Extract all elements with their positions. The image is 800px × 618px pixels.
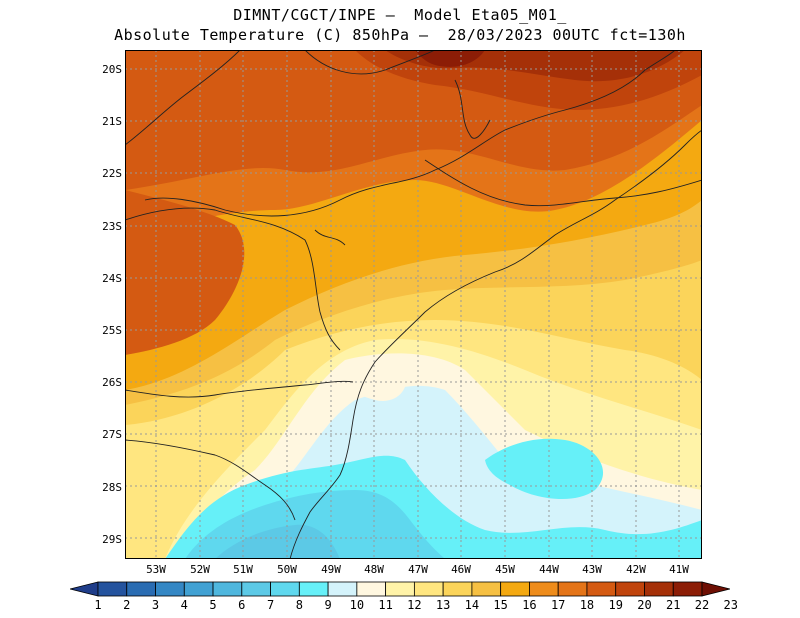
colorbar-cell — [356, 581, 387, 597]
state-border-rs-sc — [125, 439, 296, 521]
bay-detail — [454, 79, 491, 139]
lon-label: 46W — [451, 563, 471, 576]
map-title-line-1: DIMNT/CGCT/INPE – Model Eta05_M01_ — [233, 6, 567, 24]
lon-label: 52W — [190, 563, 210, 576]
colorbar-cell — [385, 581, 415, 597]
colorbar-label: 16 — [522, 598, 537, 612]
colorbar-label: 10 — [349, 598, 365, 612]
lon-label: 47W — [408, 563, 428, 576]
lat-label: 24S — [102, 272, 122, 285]
lon-label: 50W — [277, 563, 297, 576]
colorbar-label: 11 — [378, 598, 393, 612]
lon-label: 51W — [233, 563, 253, 576]
coastline — [289, 129, 702, 559]
colorbar-cell — [413, 581, 444, 597]
colorbar-label: 2 — [123, 598, 131, 612]
colorbar-cell — [557, 581, 588, 597]
state-border-sc-pr — [125, 380, 354, 398]
lon-label: 41W — [669, 563, 689, 576]
colorbar-cell — [672, 581, 703, 597]
lat-label: 22S — [102, 167, 122, 180]
colorbar-cell — [529, 581, 559, 597]
colorbar-cell — [126, 581, 156, 597]
lat-label: 20S — [102, 63, 122, 76]
colorbar-cell — [241, 581, 271, 597]
colorbar-label: 22 — [694, 598, 710, 612]
boundaries — [125, 50, 702, 559]
colorbar-cell — [212, 581, 243, 597]
colorbar-label: 5 — [209, 598, 217, 612]
colorbar-label: 4 — [180, 598, 188, 612]
colorbar-cell — [500, 581, 530, 597]
colorbar-label: 3 — [151, 598, 160, 612]
field-band-7 — [215, 524, 340, 559]
colorbar-label: 20 — [637, 598, 652, 612]
colorbar-label: 13 — [435, 598, 451, 612]
colorbar-label: 9 — [324, 598, 332, 612]
colorbar-cell — [327, 581, 358, 597]
lon-label: 42W — [626, 563, 646, 576]
lat-label: 27S — [102, 428, 122, 441]
field-band-9-east — [485, 438, 604, 500]
field-band-22 — [415, 50, 485, 67]
state-border-go-mg — [304, 50, 436, 75]
colorbar-cell — [97, 581, 128, 597]
colorbar-label: 21 — [666, 598, 681, 612]
lon-label: 49W — [321, 563, 341, 576]
colorbar-label: 8 — [295, 598, 303, 612]
lat-label: 29S — [102, 533, 122, 546]
lat-label: 23S — [102, 220, 122, 233]
map-title-line-2: Absolute Temperature (C) 850hPa – 28/03/… — [114, 26, 686, 44]
lon-label: 45W — [495, 563, 515, 576]
state-border-sp-mg — [144, 50, 676, 217]
colorbar-label: 17 — [550, 598, 566, 612]
colorbar-cell — [586, 581, 617, 597]
map-frame — [125, 50, 702, 559]
state-border-mg-rj — [424, 159, 702, 207]
lon-label: 48W — [364, 563, 384, 576]
colorbar-cell — [644, 581, 674, 597]
colorbar-cell-high — [701, 581, 730, 597]
state-border-ms-pr — [125, 50, 241, 146]
graticule — [125, 50, 702, 559]
colorbar-label: 12 — [407, 598, 422, 612]
colorbar-label: 23 — [723, 598, 738, 612]
colorbar-label: 1 — [94, 598, 102, 612]
colorbar-cell — [270, 581, 300, 597]
field-band-19-west — [125, 190, 245, 355]
temperature-map — [125, 50, 702, 559]
lon-label: 53W — [146, 563, 166, 576]
colorbar-cell-low — [70, 581, 99, 597]
colorbar-label: 18 — [579, 598, 595, 612]
colorbar-cell — [183, 581, 214, 597]
lat-label: 26S — [102, 376, 122, 389]
lat-label: 28S — [102, 481, 122, 494]
colorbar-label: 7 — [266, 598, 275, 612]
reservoir-detail — [314, 229, 346, 246]
colorbar-cell — [298, 581, 329, 597]
colorbar-cell — [471, 581, 502, 597]
colorbar-label: 14 — [464, 598, 480, 612]
colorbar-cell — [155, 581, 185, 597]
colorbar-label: 15 — [493, 598, 508, 612]
state-border-pr-sp — [125, 207, 341, 351]
colorbar-cell — [615, 581, 645, 597]
colorbar-cell — [442, 581, 473, 597]
colorbar-label: 19 — [608, 598, 623, 612]
colorbar — [70, 581, 730, 597]
colorbar-label: 6 — [238, 598, 246, 612]
lat-label: 25S — [102, 324, 122, 337]
field-band-11-coast — [345, 370, 406, 401]
lat-label: 21S — [102, 115, 122, 128]
lon-label: 43W — [582, 563, 602, 576]
lon-label: 44W — [539, 563, 559, 576]
